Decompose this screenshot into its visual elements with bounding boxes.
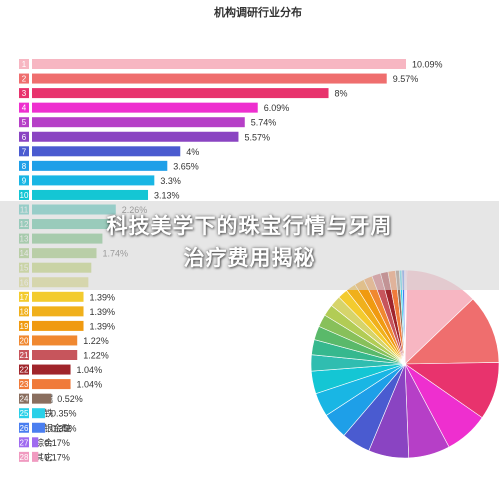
value-label: 0.17%: [44, 438, 70, 448]
rank-badge: [19, 131, 29, 142]
rank-badge: [19, 437, 29, 448]
rank-badge: [19, 146, 29, 157]
bar: [32, 131, 239, 142]
value-label: 8%: [335, 89, 348, 99]
rank-badge: [19, 408, 29, 419]
rank-badge: [19, 451, 29, 462]
bar: [32, 350, 78, 360]
rank-badge: [19, 88, 29, 99]
bar: [32, 160, 168, 171]
rank-badge: [19, 102, 29, 113]
bar: [32, 73, 387, 84]
rank-number: 22: [20, 366, 29, 375]
bar: [32, 364, 71, 375]
rank-badge: [19, 117, 29, 128]
value-label: 10.09%: [412, 60, 443, 70]
rank-number: 17: [20, 293, 29, 302]
rank-number: 25: [20, 409, 29, 418]
rank-badge: [19, 320, 29, 331]
bar: [32, 437, 39, 448]
chart-title: 机构调研行业分布: [214, 5, 302, 19]
bar: [32, 393, 52, 404]
rank-number: 19: [20, 322, 29, 331]
value-label: 0.35%: [51, 409, 77, 419]
rank-number: 3: [22, 89, 27, 98]
bar: [32, 335, 78, 346]
value-label: 1.39%: [90, 321, 116, 331]
bar: [32, 320, 84, 331]
category-label: 非银金融: [35, 422, 71, 433]
rank-number: 21: [20, 351, 29, 360]
rank-number: 27: [20, 438, 29, 447]
headline-line-2: 治疗费用揭秘: [183, 246, 316, 270]
rank-badge: [19, 189, 29, 200]
rank-badge: [19, 306, 29, 317]
value-label: 0.52%: [57, 394, 83, 404]
rank-number: 23: [20, 380, 29, 389]
rank-badge: [19, 393, 29, 404]
bar: [32, 306, 84, 317]
rank-badge: [19, 379, 29, 390]
rank-badge: [19, 160, 29, 171]
category-label: 其它: [35, 451, 53, 462]
bar: [32, 408, 45, 419]
value-label: 1.39%: [90, 292, 116, 302]
rank-number: 26: [20, 424, 29, 433]
rank-number: 6: [22, 133, 27, 142]
rank-number: 9: [22, 176, 27, 185]
value-label: 5.57%: [244, 132, 270, 142]
rank-number: 1: [22, 60, 27, 69]
rank-badge: [19, 175, 29, 186]
overlay-banner: [0, 201, 499, 290]
bar: [32, 102, 258, 113]
rank-number: 4: [22, 104, 27, 113]
headline-line-1: 科技美学下的珠宝行情与牙周: [106, 214, 393, 238]
value-label: 9.57%: [393, 74, 419, 84]
bar: [32, 146, 181, 157]
value-label: 1.39%: [90, 307, 116, 317]
rank-number: 5: [22, 118, 27, 127]
value-label: 1.04%: [77, 365, 103, 375]
value-label: 0.35%: [51, 423, 77, 433]
rank-badge: [19, 335, 29, 346]
bar: [32, 88, 329, 99]
rank-badge: [19, 59, 29, 69]
value-label: 3.65%: [173, 161, 199, 171]
bar: [32, 175, 155, 186]
rank-badge: [19, 422, 29, 433]
bar: [32, 117, 245, 128]
value-label: 1.22%: [83, 351, 109, 361]
bar: [32, 189, 149, 200]
value-label: 6.09%: [264, 103, 290, 113]
value-label: 3.3%: [160, 176, 181, 186]
rank-badge: [19, 291, 29, 302]
value-label: 0.17%: [44, 452, 70, 462]
value-label: 1.04%: [77, 380, 103, 390]
rank-badge: [19, 73, 29, 84]
rank-number: 20: [20, 336, 29, 345]
value-label: 1.22%: [83, 336, 109, 346]
rank-badge: [19, 364, 29, 375]
rank-number: 8: [22, 162, 27, 171]
pie-chart: [310, 269, 499, 459]
bar: [32, 59, 406, 69]
rank-number: 10: [20, 191, 29, 200]
bar: [32, 291, 84, 302]
value-label: 5.74%: [251, 118, 277, 128]
rank-number: 24: [20, 395, 29, 404]
rank-badge: [19, 350, 29, 360]
bar: [32, 379, 71, 390]
category-label: 综合: [35, 437, 53, 448]
rank-number: 18: [20, 307, 29, 316]
value-label: 4%: [186, 147, 199, 157]
rank-number: 28: [20, 453, 29, 462]
rank-number: 2: [22, 75, 27, 84]
bar: [32, 422, 45, 433]
bar: [32, 451, 39, 462]
overlay-headline: 科技美学下的珠宝行情与牙周 治疗费用揭秘: [0, 210, 499, 274]
value-label: 3.13%: [154, 190, 180, 200]
rank-number: 7: [22, 147, 27, 156]
